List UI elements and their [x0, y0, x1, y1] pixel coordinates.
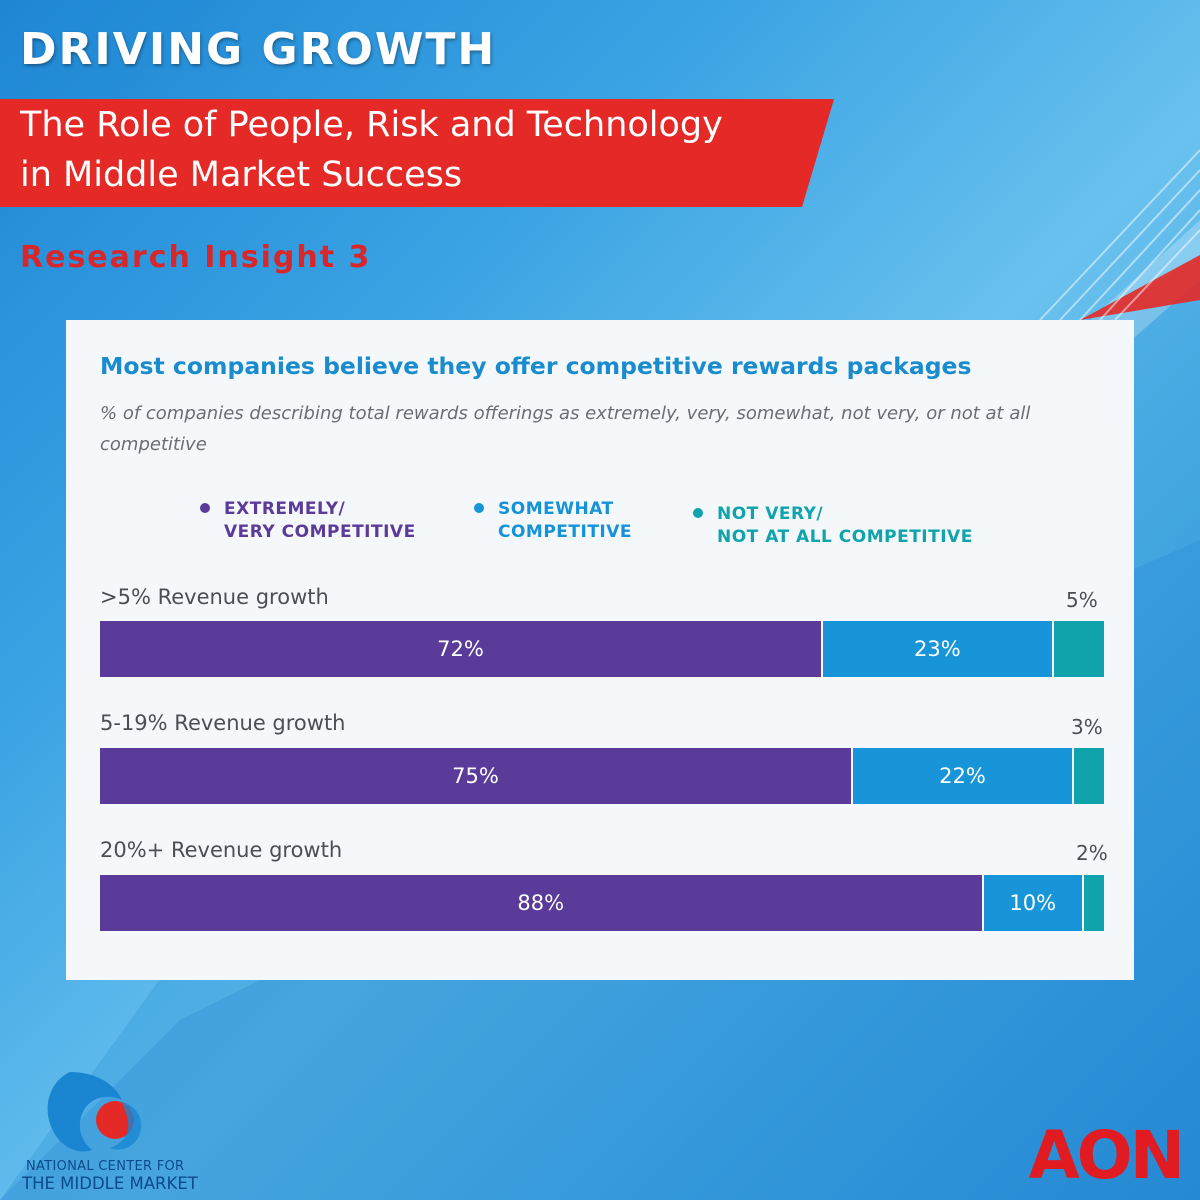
- ncmm-name-line-2: THE MIDDLE MARKET: [22, 1174, 198, 1193]
- headline: DRIVING GROWTH: [20, 24, 497, 75]
- legend-label: SOMEWHAT COMPETITIVE: [498, 499, 633, 542]
- bar-segment: 10%: [983, 875, 1082, 931]
- stacked-bar: 88% 10%: [100, 875, 1104, 931]
- category-label: >5% Revenue growth: [100, 585, 329, 609]
- stacked-bar: 75% 22%: [100, 748, 1104, 804]
- data-label: 10%: [1009, 891, 1057, 915]
- ncmm-name-line-1: NATIONAL CENTER FOR: [26, 1159, 185, 1174]
- banner-shape: [0, 99, 834, 207]
- banner-line-1: The Role of People, Risk and Technology: [20, 105, 723, 145]
- chart-title: Most companies believe they offer compet…: [100, 352, 972, 380]
- bar-segment: [1053, 621, 1104, 677]
- data-label: 75%: [452, 764, 499, 788]
- legend-label: NOT VERY/ NOT AT ALL COMPETITIVE: [717, 504, 973, 547]
- aon-logo: AON: [1028, 1117, 1185, 1194]
- data-label: 23%: [913, 637, 961, 661]
- data-label: 5%: [1066, 588, 1098, 612]
- stacked-bar: 72% 23%: [100, 621, 1104, 677]
- bar-segment: 75%: [100, 748, 851, 804]
- legend-not-very: NOT VERY/ NOT AT ALL COMPETITIVE: [693, 503, 973, 549]
- ncmm-logo: [47, 1072, 142, 1152]
- category-label: 20%+ Revenue growth: [100, 838, 343, 862]
- category-label: 5-19% Revenue growth: [100, 711, 346, 735]
- research-insight-label: Research Insight 3: [20, 240, 372, 275]
- bar-segment: 23%: [822, 621, 1052, 677]
- data-label: 3%: [1071, 715, 1103, 739]
- legend-dot-icon: [693, 508, 703, 518]
- data-label: 72%: [437, 637, 484, 661]
- bar-segment: 88%: [100, 875, 982, 931]
- data-label: 2%: [1076, 841, 1108, 865]
- legend-somewhat: SOMEWHAT COMPETITIVE: [474, 498, 633, 544]
- chart-card: Most companies believe they offer compet…: [66, 320, 1134, 980]
- legend-label: EXTREMELY/ VERY COMPETITIVE: [224, 499, 416, 542]
- data-label: 22%: [939, 764, 986, 788]
- banner-line-2: in Middle Market Success: [20, 155, 463, 195]
- data-label: 88%: [517, 891, 565, 915]
- bar-segment: [1083, 875, 1104, 931]
- legend-dot-icon: [474, 503, 484, 513]
- legend-dot-icon: [200, 503, 210, 513]
- bar-segment: 22%: [853, 748, 1072, 804]
- chart-subtitle: % of companies describing total rewards …: [100, 403, 1031, 455]
- bar-segment: [1073, 748, 1104, 804]
- legend-extremely-very: EXTREMELY/ VERY COMPETITIVE: [200, 498, 416, 544]
- bar-segment: 72%: [100, 621, 821, 677]
- subtitle-banner: The Role of People, Risk and Technology …: [0, 99, 834, 207]
